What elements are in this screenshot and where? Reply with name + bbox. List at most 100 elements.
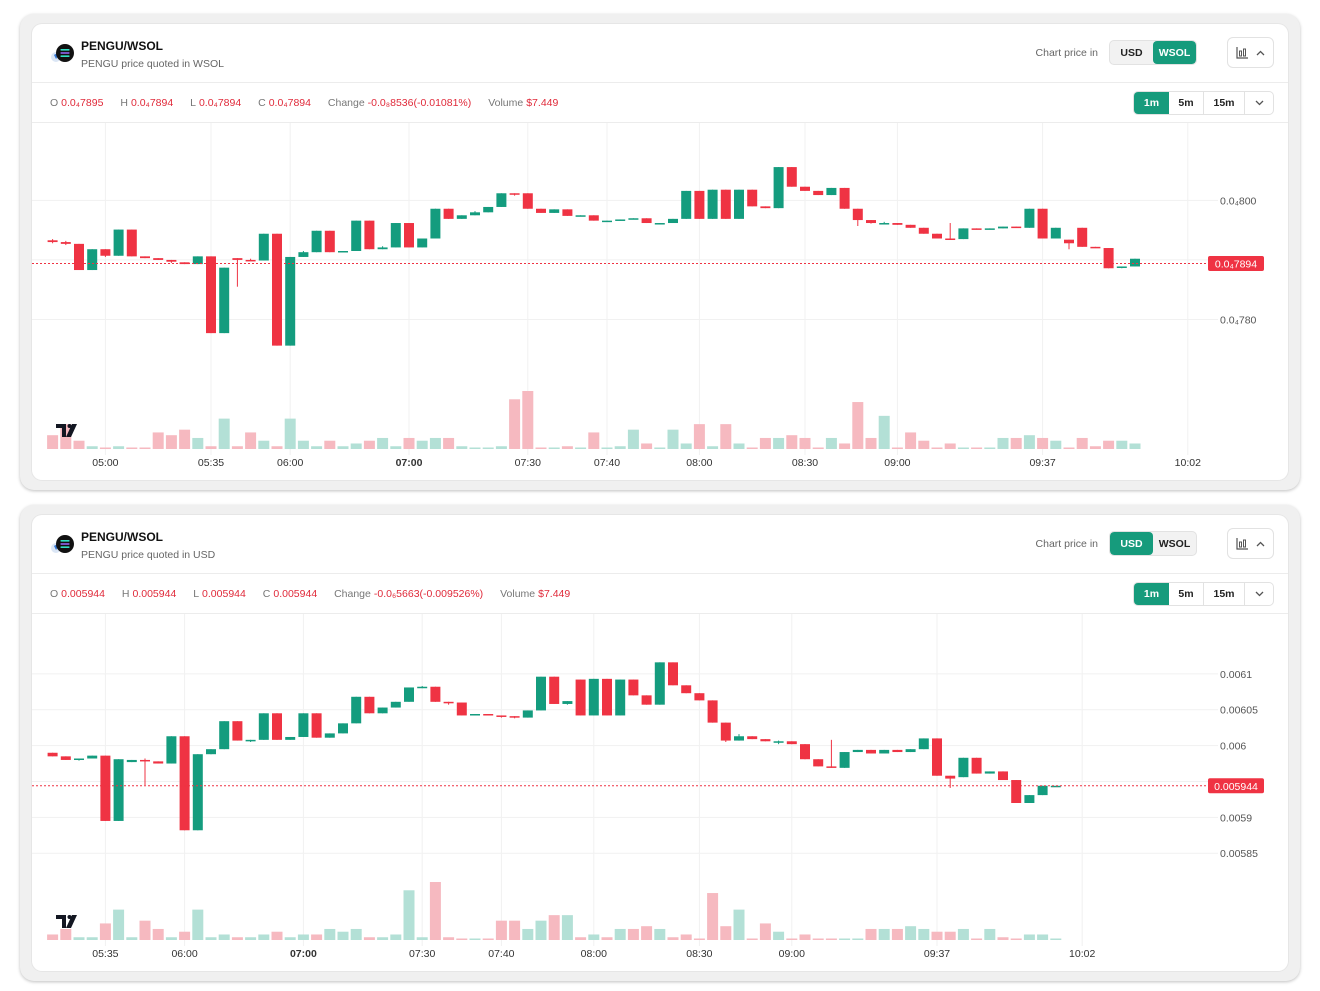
high-value: 0.0₄7894 [130, 97, 174, 109]
candle-body [311, 713, 322, 738]
candle-body [747, 736, 758, 740]
candle-body [615, 679, 626, 716]
volume-bar [126, 447, 138, 449]
chart-widget-usd: PENGU/WSOL PENGU price quoted in USD Cha… [20, 505, 1300, 981]
candlestick-chart[interactable]: 0.0061 0.00605 0.006 0.005944 0.0059 0.00585 0… [32, 614, 1288, 964]
x-axis-tick-label: 10:02 [1069, 948, 1095, 960]
y-axis-tick-label: 0.0059 [1220, 812, 1252, 824]
candle-body [443, 701, 454, 704]
candle-body [668, 662, 678, 686]
candle-body [430, 208, 441, 239]
candle-body [483, 714, 494, 716]
interval-5m-button[interactable]: 5m [1169, 92, 1204, 114]
candle-body [879, 749, 890, 754]
indicator-chart-icon [1236, 46, 1248, 59]
change-value: -0.0₈8536(-0.01081%) [367, 97, 472, 109]
volume-bar [403, 890, 415, 940]
volume-bar [165, 937, 177, 940]
volume-bar [284, 418, 296, 449]
volume-bar [179, 931, 191, 940]
candle-body [879, 223, 890, 225]
candle-body [800, 744, 810, 760]
volume-bar [284, 937, 296, 940]
interval-1m-button[interactable]: 1m [1134, 583, 1169, 605]
close-label: C [262, 588, 271, 600]
currency-usd-button[interactable]: USD [1110, 532, 1153, 555]
volume-bar [997, 437, 1009, 449]
interval-more-button[interactable] [1245, 583, 1273, 605]
candlestick-chart[interactable]: 0.0₄8000.0₄7900.0₄7800.0₄789405:0005:350… [32, 123, 1288, 473]
candle-body [351, 696, 362, 724]
candle-body [602, 678, 612, 716]
volume-bar [113, 446, 125, 449]
volume-bar [561, 915, 573, 940]
candle-body [390, 701, 401, 708]
candle-body [892, 223, 903, 225]
candle-body [430, 686, 441, 702]
high-label: H [121, 588, 130, 600]
volume-bar [997, 937, 1009, 940]
volume-bar [535, 920, 547, 940]
volume-bar [311, 934, 323, 940]
volume-bar [773, 931, 785, 940]
candle-body [206, 749, 216, 755]
candle-body [456, 215, 467, 219]
ohlc-bar: O 0.005944 H 0.005944 L 0.005944 C 0.005944 … [32, 574, 1288, 614]
x-axis-tick-label: 07:30 [515, 457, 541, 469]
low-label: L [190, 97, 196, 109]
candle-body [179, 736, 190, 831]
candle-body [232, 721, 243, 741]
candle-body [588, 215, 599, 221]
currency-usd-button[interactable]: USD [1120, 46, 1143, 59]
volume-value: $7.449 [538, 588, 571, 600]
interval-15m-button[interactable]: 15m [1204, 92, 1245, 114]
candle-body [153, 761, 164, 764]
interval-more-button[interactable] [1245, 92, 1273, 114]
candle-body [1090, 246, 1101, 249]
volume-bar [575, 937, 587, 940]
interval-1m-button[interactable]: 1m [1134, 92, 1169, 114]
candle-body [206, 256, 216, 334]
volume-bar [588, 432, 600, 449]
currency-wsol-button[interactable]: WSOL [1153, 41, 1196, 64]
currency-wsol-button[interactable]: WSOL [1158, 537, 1191, 550]
candle-body [945, 238, 956, 241]
volume-bar [971, 447, 983, 449]
volume-label: Volume [488, 97, 524, 109]
interval-selector: 1m 5m 15m [1133, 582, 1274, 606]
candle-body [588, 678, 599, 716]
candle-body [998, 771, 1008, 781]
volume-bar [839, 443, 851, 449]
candle-body [852, 749, 863, 753]
volume-bar [324, 928, 336, 940]
volume-bar [535, 447, 547, 449]
volume-bar [1103, 440, 1115, 449]
indicators-dropdown-button[interactable] [1227, 37, 1274, 68]
candle-body [285, 736, 296, 740]
interval-5m-button[interactable]: 5m [1169, 583, 1204, 605]
chart-widget-wsol: PENGU/WSOL PENGU price quoted in WSOL Ch… [20, 14, 1300, 490]
candle-body [232, 258, 243, 260]
x-axis-tick-label: 09:37 [1029, 457, 1055, 469]
pair-title: PENGU/WSOL [81, 530, 164, 544]
volume-bar [126, 937, 138, 940]
tradingview-logo-dot [67, 915, 72, 919]
interval-15m-button[interactable]: 15m [1204, 583, 1245, 605]
volume-bar [799, 437, 811, 449]
x-axis-tick-label: 07:40 [594, 457, 620, 469]
candle-body [1024, 795, 1035, 803]
candle-body [140, 759, 150, 762]
candle-body [681, 190, 692, 219]
interval-selector: 1m 5m 15m [1133, 91, 1274, 115]
chevron-down-icon [1255, 591, 1263, 597]
volume-bar [1050, 440, 1062, 449]
candle-body [562, 209, 573, 216]
candle-body [984, 771, 995, 774]
candle-body [496, 715, 507, 717]
indicators-dropdown-button[interactable] [1227, 528, 1274, 559]
x-axis-tick-label: 07:00 [396, 457, 423, 469]
candle-body [1116, 266, 1127, 268]
volume-bar [720, 424, 732, 449]
candle-body [641, 218, 652, 224]
volume-bar [759, 437, 771, 449]
